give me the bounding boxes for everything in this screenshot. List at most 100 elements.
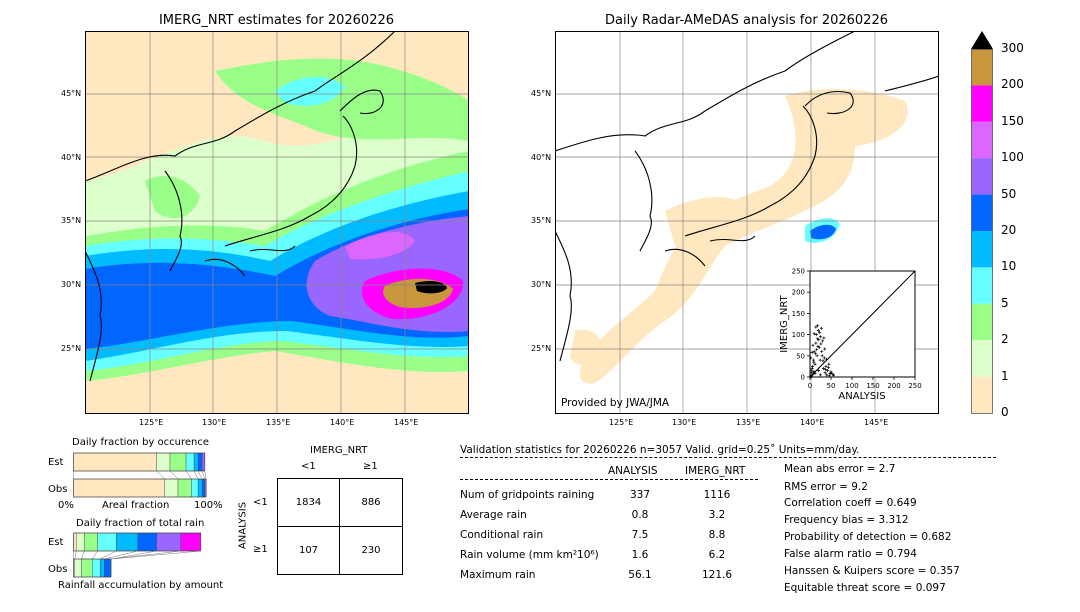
right-map-title: Daily Radar-AMeDAS analysis for 20260226 bbox=[605, 13, 888, 28]
right-lon-tick: 135°E bbox=[736, 418, 761, 427]
left-map bbox=[85, 31, 469, 414]
colorbar bbox=[971, 31, 993, 414]
fraction-link-line bbox=[92, 550, 98, 560]
stat-row-analysis: 56.1 bbox=[628, 569, 652, 581]
scatter-point bbox=[818, 330, 822, 334]
contingency-col-ge1: ≥1 bbox=[363, 461, 378, 472]
fraction-link-line bbox=[110, 550, 201, 560]
fraction-bar-segment bbox=[164, 478, 179, 498]
scatter-point bbox=[818, 358, 822, 362]
score-line: Equitable threat score = 0.097 bbox=[784, 582, 946, 594]
scatter-y-tick-label: 100 bbox=[792, 331, 805, 339]
scatter-point bbox=[824, 367, 828, 371]
colorbar-label: 5 bbox=[1001, 295, 1009, 310]
scatter-point bbox=[810, 350, 814, 354]
colorbar-swatch bbox=[971, 194, 993, 231]
left-lon-tick: 135°E bbox=[266, 418, 291, 427]
radar-coverage-kyushu bbox=[665, 196, 745, 246]
fraction-link-line bbox=[110, 550, 181, 560]
colorbar-swatch bbox=[971, 85, 993, 122]
stat-row-label: Conditional rain bbox=[460, 529, 544, 541]
left-lon-tick: 125°E bbox=[139, 418, 164, 427]
stat-row-analysis: 1.6 bbox=[631, 549, 649, 561]
radar-coverage-okinawa bbox=[570, 329, 601, 366]
scatter-y-tick-label: 200 bbox=[792, 289, 805, 297]
colorbar-swatch bbox=[971, 267, 993, 304]
contingency-cell: 886 bbox=[361, 497, 381, 508]
scatter-point bbox=[809, 369, 813, 373]
rain-region-2mm-korea bbox=[145, 176, 200, 219]
score-line: RMS error = 9.2 bbox=[784, 481, 868, 493]
colorbar-swatch bbox=[971, 376, 993, 413]
fraction-bar-segment bbox=[137, 532, 157, 552]
colorbar-label: 100 bbox=[1001, 150, 1024, 165]
contingency-cell: 107 bbox=[298, 545, 319, 556]
inset-scatter: 0 50 100 150 200 250 0 50 100 150 200 250 ANALYSIS… bbox=[779, 268, 922, 403]
score-line: False alarm ratio = 0.794 bbox=[784, 548, 917, 560]
scatter-point bbox=[827, 362, 831, 366]
stat-row-label: Average rain bbox=[460, 509, 527, 521]
right-map-coastline bbox=[555, 31, 939, 362]
scatter-point bbox=[830, 371, 834, 375]
fraction-bar-segment bbox=[75, 532, 85, 552]
rain-label-obs: Obs bbox=[48, 564, 68, 575]
rain-region-5mm bbox=[275, 76, 345, 106]
validation-header: Validation statistics for 20260226 n=305… bbox=[460, 444, 860, 456]
scatter-point bbox=[822, 356, 826, 360]
colorbar-swatch bbox=[971, 303, 993, 341]
score-line: Hanssen & Kuipers score = 0.357 bbox=[784, 565, 960, 577]
scatter-point bbox=[825, 373, 829, 377]
left-lat-tick: 30°N bbox=[61, 280, 82, 289]
fraction-bar-segment bbox=[169, 452, 187, 472]
validation-col-analysis: ANALYSIS bbox=[608, 465, 658, 477]
fraction-bar-segment bbox=[185, 452, 195, 472]
colorbar-swatch bbox=[971, 121, 993, 159]
right-lat-tick: 35°N bbox=[531, 216, 552, 225]
stat-row-imerg: 1116 bbox=[703, 489, 731, 501]
data-credit: Provided by JWA/JMA bbox=[561, 397, 670, 409]
validation-subdivider bbox=[460, 479, 758, 480]
rain-chart-title: Daily fraction of total rain bbox=[76, 518, 205, 529]
validation-col-imerg: IMERG_NRT bbox=[685, 465, 746, 477]
fraction-bar-segment bbox=[92, 558, 101, 578]
right-lat-tick: 45°N bbox=[531, 89, 552, 98]
left-lat-tick: 25°N bbox=[61, 344, 82, 353]
fraction-link-line bbox=[81, 550, 85, 560]
scatter-point bbox=[823, 347, 827, 351]
scatter-point bbox=[811, 358, 815, 362]
stat-row-imerg: 121.6 bbox=[701, 569, 733, 581]
scatter-point bbox=[826, 369, 830, 373]
contingency-row-title: ANALYSIS bbox=[237, 501, 249, 550]
scatter-x-ticks: 0 50 100 150 200 250 bbox=[808, 377, 922, 390]
fraction-bar-segment bbox=[104, 558, 112, 578]
colorbar-label: 10 bbox=[1001, 259, 1017, 274]
scatter-point bbox=[812, 332, 816, 336]
fraction-bar-segment bbox=[197, 478, 203, 498]
scatter-x-tick-label: 0 bbox=[808, 382, 812, 390]
scatter-point bbox=[821, 339, 825, 343]
score-line: Frequency bias = 3.312 bbox=[784, 514, 909, 526]
contingency-title: IMERG_NRT bbox=[310, 445, 368, 456]
occurrence-chart bbox=[73, 452, 207, 498]
right-lon-tick: 130°E bbox=[672, 418, 697, 427]
right-lat-tick: 30°N bbox=[531, 280, 552, 289]
scatter-point bbox=[813, 362, 817, 366]
stat-row-analysis: 7.5 bbox=[631, 529, 649, 541]
left-lat-tick: 35°N bbox=[61, 216, 82, 225]
scatter-y-tick-label: 50 bbox=[796, 352, 805, 360]
colorbar-label: 200 bbox=[1001, 77, 1024, 92]
scatter-point bbox=[809, 356, 813, 360]
fraction-link-line bbox=[204, 470, 207, 480]
scatter-point bbox=[815, 347, 819, 351]
contingency-row-lt1: <1 bbox=[253, 497, 268, 508]
colorbar-extend-arrow bbox=[971, 31, 993, 49]
fraction-bar-segment bbox=[84, 532, 98, 552]
colorbar-label: 2 bbox=[1001, 332, 1009, 347]
scatter-y-tick-label: 150 bbox=[792, 310, 805, 318]
left-lat-tick: 40°N bbox=[61, 153, 82, 162]
scatter-points bbox=[808, 324, 836, 379]
contingency-row-ge1: ≥1 bbox=[253, 544, 268, 555]
fraction-bar-segment bbox=[73, 478, 165, 498]
rain-label-est: Est bbox=[48, 537, 64, 548]
scatter-x-tick-label: 100 bbox=[845, 382, 858, 390]
